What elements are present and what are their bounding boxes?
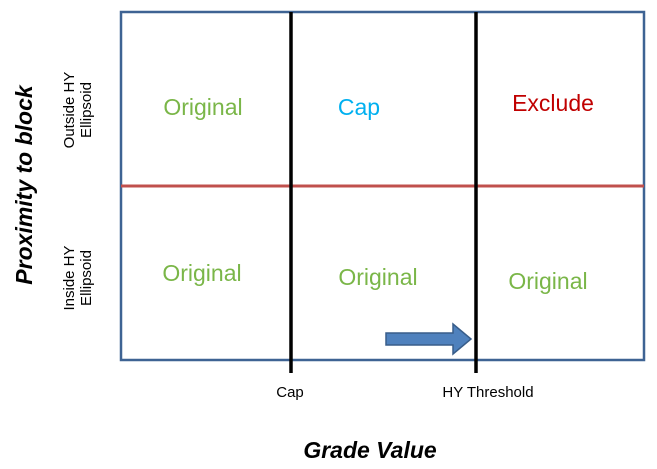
row-label-outside: Outside HY Ellipsoid — [61, 72, 95, 149]
arrow-right-icon — [385, 322, 473, 356]
row-label-inside-line1: Inside HY — [61, 245, 78, 310]
cell-bottom-left: Original — [162, 260, 241, 286]
x-tick-cap: Cap — [276, 384, 304, 401]
x-tick-hy-threshold: HY Threshold — [442, 384, 533, 401]
cell-top-left: Original — [163, 94, 242, 120]
cell-top-middle: Cap — [338, 94, 380, 120]
row-label-outside-line1: Outside HY — [61, 72, 78, 149]
cell-bottom-right: Original — [508, 268, 587, 294]
cell-bottom-middle: Original — [338, 264, 417, 290]
x-axis-label: Grade Value — [303, 437, 437, 463]
cell-top-right: Exclude — [512, 90, 594, 116]
row-label-outside-line2: Ellipsoid — [78, 82, 95, 138]
y-axis-label: Proximity to block — [11, 84, 37, 285]
row-label-inside-line2: Ellipsoid — [78, 250, 95, 306]
row-label-inside: Inside HY Ellipsoid — [61, 245, 95, 310]
